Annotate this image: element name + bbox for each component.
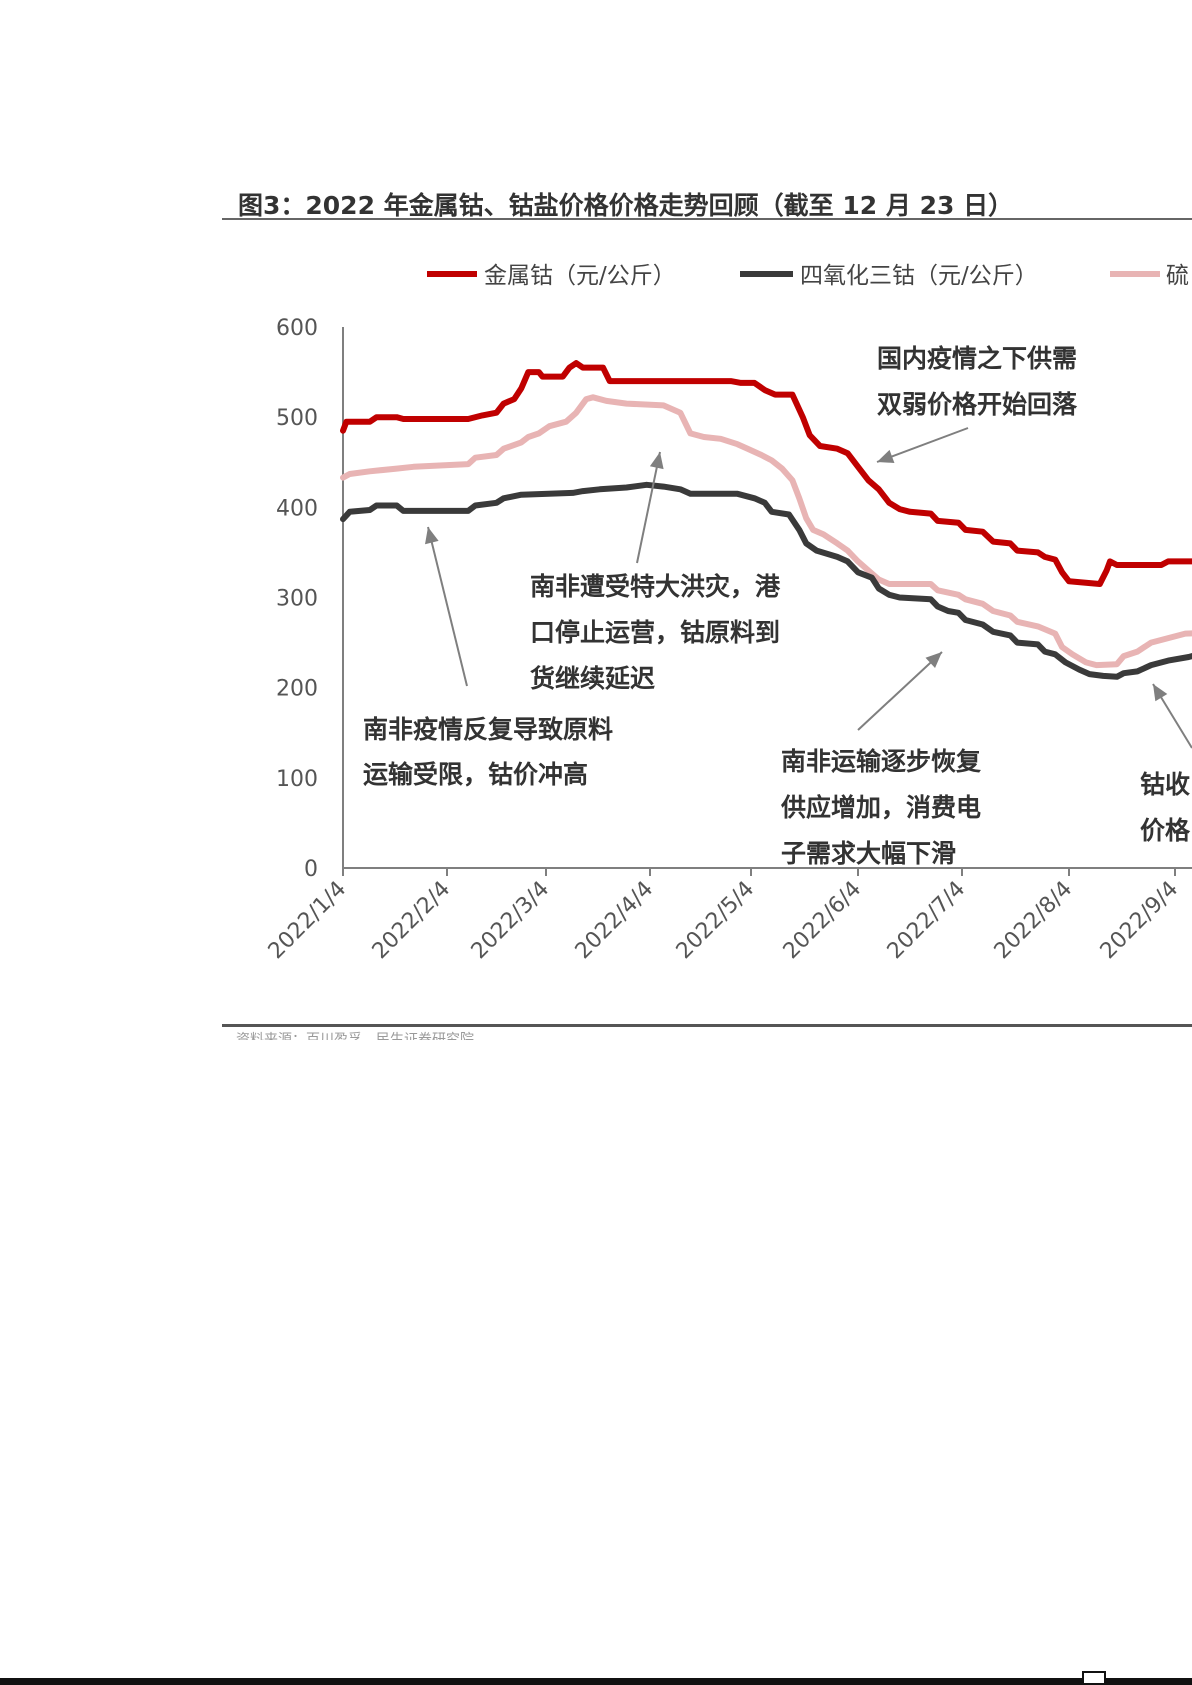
footer-bar <box>0 1678 1192 1685</box>
annotation-arrow <box>427 526 468 687</box>
x-tick-label: 2022/8/4 <box>990 877 1078 965</box>
series-line <box>340 394 1192 669</box>
source-note: 资料来源：百川盈孚，民生证券研究院 <box>236 1032 474 1040</box>
y-tick-label: 500 <box>276 406 318 431</box>
annotation-arrowhead <box>877 449 895 463</box>
x-tick-label: 2022/3/4 <box>467 877 555 965</box>
title-rule <box>222 218 1192 220</box>
annotation-arrowhead <box>925 652 942 669</box>
x-tick-label: 2022/5/4 <box>672 877 760 965</box>
annotation-arrow <box>876 427 969 463</box>
annotation-text: 运输受限，钴价冲高 <box>363 760 588 789</box>
annotation-text: 供应增加，消费电 <box>780 793 981 822</box>
legend-label: 金属钴（元/公斤） <box>484 263 676 289</box>
annotation-text: 南非疫情反复导致原料 <box>363 715 613 744</box>
series-line <box>340 360 1192 587</box>
bottom-rule <box>222 1024 1192 1027</box>
annotation-text: 南非运输逐步恢复 <box>781 747 982 776</box>
annotation-text: 货继续延迟 <box>530 664 655 693</box>
figure-title: 图3：2022 年金属钴、钴盐价格价格走势回顾（截至 12 月 23 日） <box>238 191 1014 220</box>
x-tick-label: 2022/4/4 <box>571 877 659 965</box>
annotation-arrowhead <box>1153 684 1168 702</box>
figure: 图3：2022 年金属钴、钴盐价格价格走势回顾（截至 12 月 23 日） 0 1… <box>222 191 1192 1040</box>
y-tick-label: 600 <box>276 316 318 341</box>
y-tick-label: 300 <box>276 587 318 612</box>
annotation-arrowhead <box>425 527 439 545</box>
y-tick-label: 0 <box>304 857 318 882</box>
annotation-text: 国内疫情之下供需 <box>877 344 1077 373</box>
y-tick-label: 100 <box>276 767 318 792</box>
y-tick-label: 200 <box>276 677 318 702</box>
legend-label: 四氧化三钴（元/公斤） <box>800 263 1038 289</box>
x-tick-label: 2022/1/4 <box>264 877 352 965</box>
x-tick-label: 2022/7/4 <box>883 877 971 965</box>
annotation-text: 钴收 <box>1140 770 1190 799</box>
annotation-text: 双弱价格开始回落 <box>877 390 1078 419</box>
source-note-clip: 资料来源：百川盈孚，民生证券研究院 <box>236 1031 836 1040</box>
series-line <box>340 481 1192 680</box>
annotation-text: 南非遭受特大洪灾，港 <box>530 572 781 601</box>
legend-label: 硫 <box>1166 263 1189 289</box>
y-tick-label: 400 <box>276 496 318 521</box>
x-tick-label: 2022/9/4 <box>1096 877 1184 965</box>
annotation-text: 价格 <box>1140 816 1191 845</box>
x-tick-label: 2022/6/4 <box>779 877 867 965</box>
annotation-text: 子需求大幅下滑 <box>781 839 956 868</box>
footer-box <box>1082 1671 1106 1685</box>
x-tick-label: 2022/2/4 <box>368 877 456 965</box>
annotation-arrowhead <box>649 452 664 470</box>
annotation-text: 口停止运营，钴原料到 <box>530 618 780 647</box>
annotation-arrow <box>857 651 943 731</box>
annotation-arrow <box>636 451 661 564</box>
